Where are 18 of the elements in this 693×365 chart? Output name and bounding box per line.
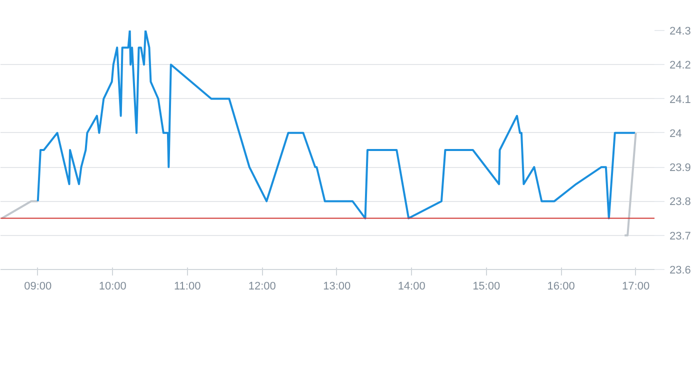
x-tick-label: 09:00 xyxy=(24,280,52,292)
x-tick-label: 16:00 xyxy=(547,280,575,292)
x-tick-label: 17:00 xyxy=(622,280,650,292)
y-tick-label: 23.7 xyxy=(670,230,691,242)
x-tick-label: 14:00 xyxy=(398,280,426,292)
x-tick-label: 15:00 xyxy=(472,280,500,292)
x-tick-label: 12:00 xyxy=(248,280,276,292)
y-tick-label: 24 xyxy=(670,128,682,140)
y-tick-label: 24.3 xyxy=(670,26,691,38)
y-tick-label: 24.2 xyxy=(670,60,691,72)
x-tick-label: 11:00 xyxy=(174,280,201,292)
y-tick-label: 23.6 xyxy=(670,264,691,276)
y-tick-label: 23.8 xyxy=(670,196,691,208)
x-tick-label: 10:00 xyxy=(98,280,126,292)
y-tick-label: 23.9 xyxy=(670,162,691,174)
x-tick-label: 13:00 xyxy=(323,280,351,292)
line-series xyxy=(36,30,636,220)
y-tick-label: 24.1 xyxy=(670,94,691,106)
